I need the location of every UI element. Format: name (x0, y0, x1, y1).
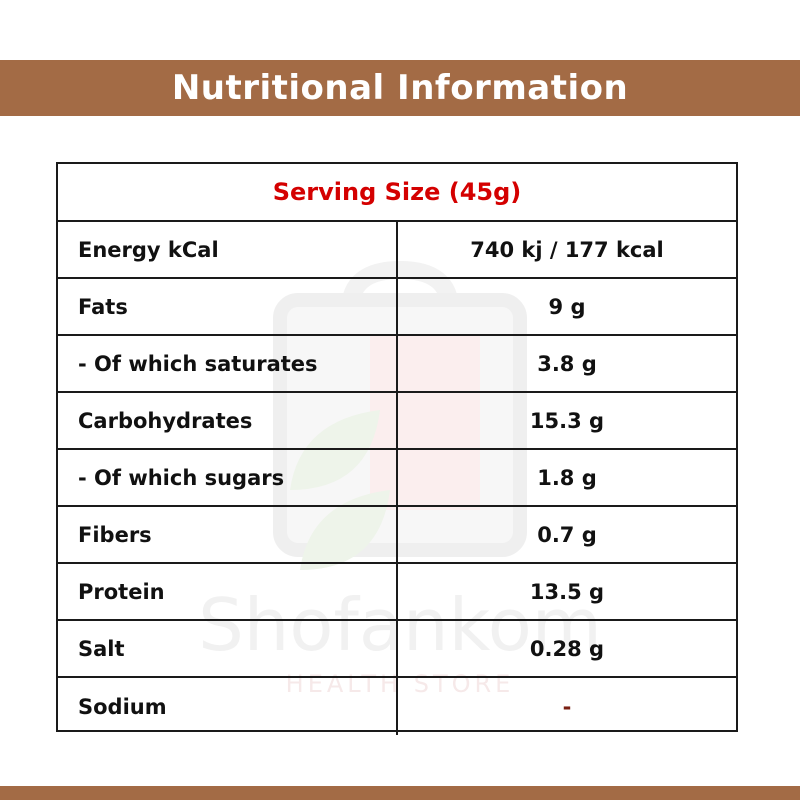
table-row: Salt 0.28 g (58, 621, 736, 678)
table-row: Energy kCal 740 kj / 177 kcal (58, 222, 736, 279)
nutrient-label: Protein (58, 564, 398, 619)
nutrient-label: Energy kCal (58, 222, 398, 277)
page-title: Nutritional Information (171, 68, 629, 108)
nutrient-label: Fibers (58, 507, 398, 562)
nutrient-value: 1.8 g (537, 465, 597, 490)
nutrient-label: Salt (58, 621, 398, 676)
nutrient-value: 0.28 g (529, 636, 605, 661)
nutrient-value: 9 g (548, 294, 586, 319)
footer-band (0, 786, 800, 800)
nutrient-label: - Of which sugars (58, 450, 398, 505)
table-row: Protein 13.5 g (58, 564, 736, 621)
table-row: - Of which sugars 1.8 g (58, 450, 736, 507)
nutrient-label: Sodium (58, 678, 398, 735)
nutrient-value: 15.3 g (529, 408, 605, 433)
nutrient-value: 0.7 g (537, 522, 597, 547)
nutrient-value: 740 kj / 177 kcal (470, 237, 664, 262)
table-row: Fats 9 g (58, 279, 736, 336)
table-row: Fibers 0.7 g (58, 507, 736, 564)
nutrient-value: - (562, 694, 572, 719)
nutrient-label: - Of which saturates (58, 336, 398, 391)
nutrient-value: 3.8 g (537, 351, 597, 376)
nutrition-table: Serving Size (45g) Energy kCal 740 kj / … (56, 162, 738, 735)
table-row: Sodium - (58, 678, 736, 735)
nutrient-label: Carbohydrates (58, 393, 398, 448)
nutrient-label: Fats (58, 279, 398, 334)
table-row: - Of which saturates 3.8 g (58, 336, 736, 393)
table-row: Carbohydrates 15.3 g (58, 393, 736, 450)
header-band: Nutritional Information (0, 60, 800, 116)
serving-size-header: Serving Size (45g) (58, 164, 736, 222)
nutrient-value: 13.5 g (529, 579, 605, 604)
